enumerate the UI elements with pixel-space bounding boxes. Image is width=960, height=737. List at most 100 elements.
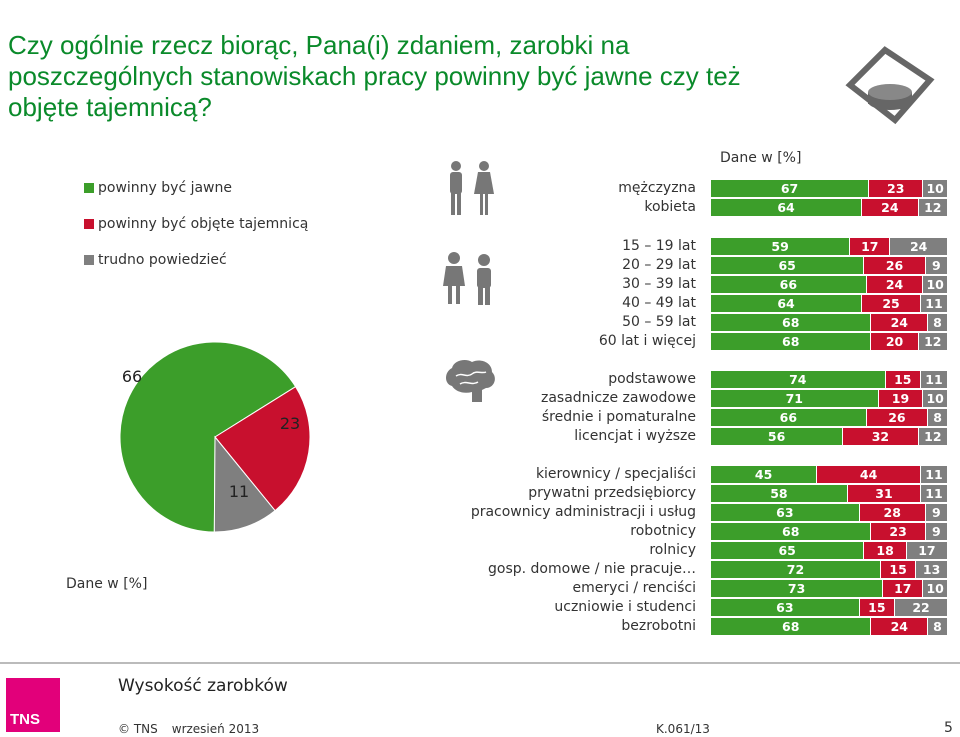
bar-segment: 66: [711, 409, 867, 426]
bar-segment: 28: [859, 504, 926, 521]
page-number: 5: [944, 720, 953, 736]
stacked-bar: 68 24 8: [711, 618, 947, 635]
bar-segment: 26: [864, 257, 926, 274]
bar-row-label: 60 lat i więcej: [598, 333, 696, 349]
stacked-bar: 71 19 10: [711, 390, 947, 407]
bar-segment: 9: [925, 504, 947, 521]
pie-slice: [214, 385, 311, 512]
stacked-bar: 68 20 12: [711, 333, 947, 350]
bar-segment: 67: [711, 180, 870, 197]
bar-segment: 68: [711, 618, 872, 635]
legend-label: trudno powiedzieć: [98, 252, 227, 268]
bar-segment: 68: [711, 314, 872, 331]
stacked-bar: 74 15 11: [711, 371, 947, 388]
bar-segment: 71: [711, 390, 879, 407]
stacked-bar: 65 26 9: [711, 257, 947, 274]
pie-slice-label: 23: [280, 414, 300, 433]
bar-segment: 12: [918, 199, 947, 216]
bar-row-label: 40 – 49 lat: [622, 295, 696, 311]
bar-unit-label: Dane w [%]: [720, 150, 802, 166]
bar-row-label: pracownicy administracji i usług: [470, 504, 696, 520]
bar-segment: 10: [923, 276, 947, 293]
bar-segment: 8: [928, 314, 947, 331]
bar-segment: 44: [817, 466, 922, 483]
bar-segment: 23: [869, 180, 924, 197]
bar-segment: 68: [711, 523, 872, 540]
stacked-bar: 66 24 10: [711, 276, 947, 293]
stacked-bar: 56 32 12: [711, 428, 947, 445]
bar-segment: 63: [711, 599, 860, 616]
bar-segment: 19: [878, 390, 924, 407]
bar-segment: 17: [883, 580, 924, 597]
bar-row-label: gosp. domowe / nie pracuje…: [488, 561, 696, 577]
stacked-bar: 67 23 10: [711, 180, 947, 197]
legend-item: trudno powiedzieć: [84, 250, 308, 270]
bar-row-label: rolnicy: [649, 542, 696, 558]
bar-segment: 45: [711, 466, 818, 483]
bar-row-label: uczniowie i studenci: [554, 599, 696, 615]
copyright: © TNS wrzesień 2013: [118, 722, 260, 736]
pie-unit-label: Dane w [%]: [66, 576, 148, 592]
bar-row-label: 50 – 59 lat: [622, 314, 696, 330]
bar-segment: 8: [928, 409, 947, 426]
stacked-bar: 59 17 24: [711, 238, 947, 255]
stacked-bar: 64 25 11: [711, 295, 947, 312]
bar-segment: 24: [871, 618, 929, 635]
bar-row-label: podstawowe: [608, 371, 696, 387]
bar-segment: 17: [850, 238, 891, 255]
bar-segment: 24: [866, 276, 924, 293]
stacked-bar: 68 23 9: [711, 523, 947, 540]
legend-item: powinny być objęte tajemnicą: [84, 214, 308, 234]
bar-segment: 11: [921, 295, 947, 312]
logo-coins-icon: [845, 46, 935, 125]
bar-segment: 10: [923, 390, 947, 407]
bar-segment: 22: [895, 599, 947, 616]
bar-row-label: bezrobotni: [621, 618, 696, 634]
bar-row-label: 15 – 19 lat: [622, 238, 696, 254]
bar-row-label: mężczyzna: [618, 180, 696, 196]
page-title: Czy ogólnie rzecz biorąc, Pana(i) zdanie…: [8, 30, 741, 122]
stacked-bar: 65 18 17: [711, 542, 947, 559]
bar-row-label: średnie i pomaturalne: [541, 409, 696, 425]
legend-label: powinny być objęte tajemnicą: [98, 216, 309, 232]
bar-segment: 64: [711, 295, 863, 312]
pie-slice-label: 66: [122, 367, 142, 386]
bar-segment: 9: [925, 523, 947, 540]
bar-row-label: 20 – 29 lat: [622, 257, 696, 273]
bar-segment: 11: [921, 466, 947, 483]
bar-segment: 66: [711, 276, 867, 293]
bar-segment: 74: [711, 371, 886, 388]
legend-item: powinny być jawne: [84, 178, 308, 198]
pie-slice: [213, 435, 276, 533]
bar-segment: 13: [916, 561, 947, 578]
stacked-bar: 58 31 11: [711, 485, 947, 502]
legend-swatch: [84, 219, 94, 229]
bar-segment: 73: [711, 580, 884, 597]
bar-segment: 12: [918, 333, 947, 350]
bar-segment: 65: [711, 257, 865, 274]
bar-segment: 32: [843, 428, 919, 445]
bar-segment: 24: [890, 238, 947, 255]
report-code: K.061/13: [656, 722, 710, 736]
bar-row-label: zasadnicze zawodowe: [540, 390, 696, 406]
bar-segment: 72: [711, 561, 881, 578]
bar-segment: 17: [906, 542, 947, 559]
bar-segment: 31: [847, 485, 922, 502]
bar-row-label: prywatni przedsiębiorcy: [528, 485, 696, 501]
pie-slice: [119, 341, 297, 533]
stacked-bar: 63 15 22: [711, 599, 947, 616]
legend: powinny być jawne powinny być objęte taje…: [84, 178, 308, 286]
bar-segment: 15: [880, 561, 917, 578]
tns-logo: TNS: [6, 678, 60, 732]
bar-segment: 18: [864, 542, 907, 559]
bar-segment: 15: [885, 371, 922, 388]
bar-row-label: kobieta: [644, 199, 696, 215]
footer-divider: [0, 662, 960, 664]
bar-segment: 8: [928, 618, 947, 635]
bar-segment: 12: [918, 428, 947, 445]
stacked-bar: 63 28 9: [711, 504, 947, 521]
bar-row-label: emeryci / renciści: [572, 580, 696, 596]
bar-segment: 65: [711, 542, 865, 559]
bar-segment: 20: [871, 333, 919, 350]
brain-icon: [446, 360, 495, 402]
